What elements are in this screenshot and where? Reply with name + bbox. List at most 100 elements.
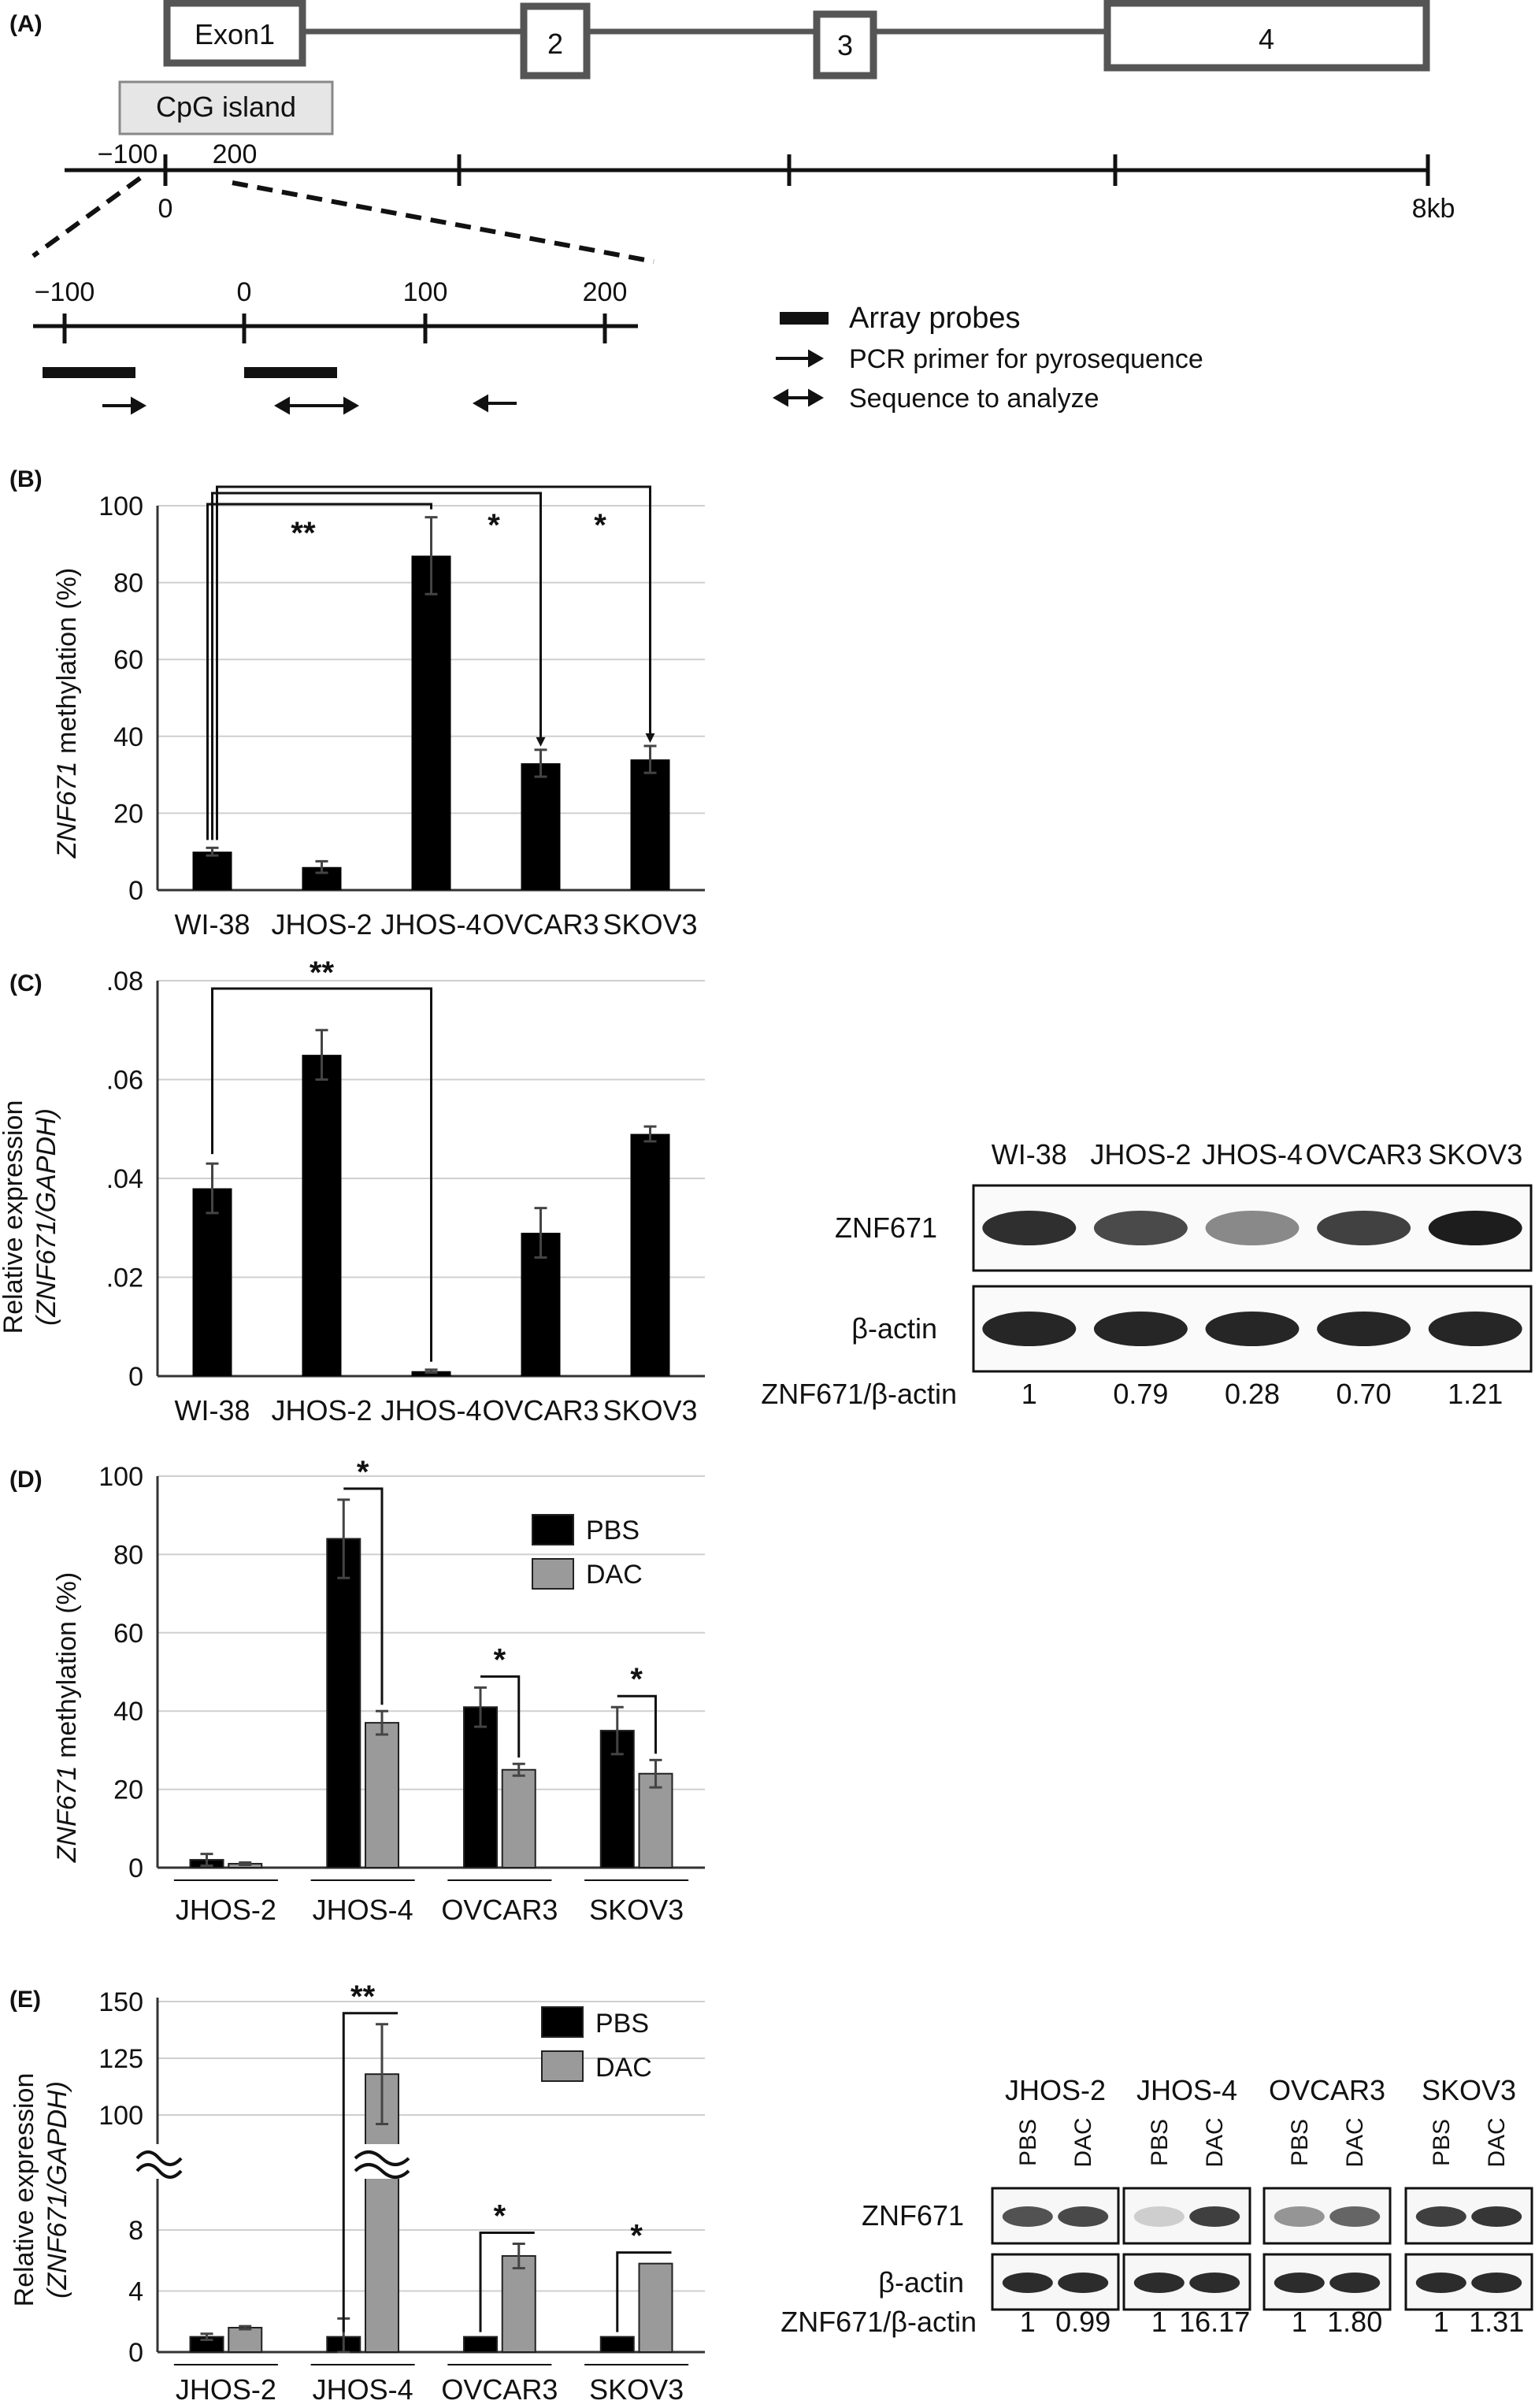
panel-b-ylabel: ZNF671 methylation (%) [52, 568, 82, 859]
exon-4-label: 4 [1259, 23, 1274, 55]
panel-b-chart: 0 20 40 60 80 100 WI-38 JHOS-2 JHOS-4 OVCAR3 SKOV3… [98, 485, 705, 941]
blot-c-ratio-value: 0.79 [1113, 1378, 1168, 1410]
panel-d-xtick: JHOS-2 [176, 1894, 276, 1926]
panel-e-legend-label: PBS [595, 2009, 649, 2039]
panel-e-xtick: OVCAR3 [441, 2373, 558, 2406]
panel-e-axis-break-gap [134, 2144, 181, 2179]
blot-c-band [1428, 1211, 1522, 1245]
zoom-line-left [32, 176, 142, 258]
panel-d-ytick: 60 [113, 1619, 143, 1649]
panel-e-sig-label: * [630, 2219, 643, 2254]
blot-c-band [1205, 1211, 1300, 1245]
panel-d-ytick: 80 [113, 1540, 143, 1570]
panel-b-bar [521, 762, 561, 890]
panel-b-sig-bracket-1 [206, 503, 432, 840]
blot-c-ratio-value: 0.28 [1225, 1378, 1280, 1410]
panel-e-xtick: JHOS-2 [176, 2373, 276, 2406]
panel-c-xtick: JHOS-4 [380, 1394, 481, 1427]
blot-e-lane-label: DAC [1342, 2117, 1368, 2167]
blot-e-lane-label: PBS [1015, 2119, 1041, 2166]
panel-b-bar [411, 555, 451, 890]
panel-e-legend-label: DAC [595, 2053, 652, 2083]
blot-e-ratio-value: 1.31 [1469, 2306, 1524, 2338]
panel-d-sig-bracket [343, 1487, 384, 1705]
legend-primer-label: PCR primer for pyrosequence [849, 344, 1203, 374]
blot-e-ratio-value: 1 [1433, 2306, 1449, 2338]
blot-e-lane-label: PBS [1287, 2119, 1313, 2166]
blot-e-band [1415, 2206, 1466, 2227]
panel-d-ytick: 100 [98, 1462, 143, 1492]
panel-e-axis-break-mark [135, 2150, 183, 2166]
panel-b-sig-label: ** [291, 516, 316, 551]
panel-b-ytick: 0 [128, 876, 143, 906]
panel-e-ylabel-line1: Relative expression [9, 2073, 39, 2307]
panel-e-sig-label: ** [350, 1979, 376, 2014]
panel-c-ylabel-line2: (ZNF671/GAPDH) [32, 1108, 61, 1326]
blot-c-band [982, 1211, 1077, 1245]
panel-d-xtick: JHOS-4 [313, 1894, 413, 1926]
blot-c-lane-label: WI-38 [992, 1138, 1067, 1171]
panel-c-sig-bracket [211, 987, 432, 1362]
blot-e-band [1133, 2206, 1185, 2227]
panel-d-ytick: 20 [113, 1775, 143, 1805]
blot-e-group-label: SKOV3 [1422, 2074, 1516, 2106]
exon-2-label: 2 [547, 28, 563, 60]
blot-c-band [1317, 1312, 1411, 1346]
panel-e-axis-break-mark [135, 2163, 183, 2179]
cpg-island-box [118, 80, 334, 135]
blot-e-ratio-value: 16.17 [1179, 2306, 1250, 2338]
zoom-tick-200: 200 [583, 277, 628, 307]
blot-c-band [1205, 1312, 1300, 1346]
blot-e-band [1133, 2273, 1185, 2293]
panel-c-bar [302, 1055, 342, 1376]
blot-e-lane-label: PBS [1429, 2119, 1455, 2166]
blot-e-band [1058, 2206, 1109, 2227]
panel-e-xtick: SKOV3 [589, 2373, 684, 2406]
panel-c-bar [630, 1134, 670, 1376]
panel-d-legend-swatch [532, 1558, 574, 1590]
panel-b-sig-label: * [488, 508, 500, 543]
exon-3-label: 3 [837, 29, 853, 61]
panel-e-bar-dac [638, 2262, 673, 2353]
panel-d-bar-pbs [326, 1538, 362, 1869]
blot-e-lane-label: DAC [1070, 2117, 1096, 2167]
panel-b-sig-bracket-3 [216, 485, 651, 840]
panel-d-xtick: OVCAR3 [441, 1894, 558, 1926]
cpg-island-label: CpG island [156, 91, 296, 123]
panel-e-sig-bracket [342, 2012, 398, 2332]
panel-b-sig-arrow-1 [536, 736, 546, 747]
zoom-tick-0: 0 [237, 277, 252, 307]
exon-4-box [1103, 0, 1430, 72]
zoom-tick-minus100: −100 [35, 277, 95, 307]
panel-e-bar-pbs [463, 2336, 499, 2353]
panel-b-label: (B) [9, 466, 43, 492]
panel-c: (C) Relative expression (ZNF671/GAPDH) 0… [0, 955, 1533, 1427]
blot-e-ratio-value: 1 [1151, 2306, 1167, 2338]
panel-d: (D) ZNF671 methylation (%) 0 20 40 60 80 100 J… [9, 1455, 705, 1926]
blot-e-group-label: OVCAR3 [1269, 2074, 1385, 2106]
scale-tick-minus100: −100 [98, 139, 158, 169]
blot-e-band [1471, 2273, 1522, 2293]
panel-e: (E) Relative expression (ZNF671/GAPDH) 0… [9, 1979, 1533, 2406]
zoom-line-right [232, 180, 654, 264]
panel-e-ytick: 0 [128, 2338, 143, 2368]
blot-c-band [982, 1312, 1077, 1346]
panel-c-label: (C) [9, 970, 43, 996]
panel-b-sig-bracket-2 [211, 492, 542, 840]
panel-d-sig-label: * [357, 1455, 369, 1490]
blot-c-lane-label: JHOS-4 [1202, 1138, 1303, 1171]
blot-c-band [1317, 1211, 1411, 1245]
panel-d-sig-bracket [617, 1694, 657, 1754]
panel-e-sig-bracket [479, 2231, 535, 2332]
panel-b-bar [192, 852, 232, 890]
panel-e-ytick: 150 [98, 1987, 143, 2017]
panel-e-western-blot: JHOS-2 PBS DAC 1 0.99 JHOS-4 PBS DAC 1 16.17 OVCAR… [780, 2074, 1533, 2338]
panel-e-legend-swatch [541, 2006, 584, 2038]
blot-e-band [1329, 2273, 1381, 2293]
panel-e-ytick: 125 [98, 2044, 143, 2074]
legend-probe-symbol [780, 312, 829, 325]
blot-c-row-label: ZNF671 [835, 1211, 937, 1244]
exon-1-label: Exon1 [195, 18, 275, 50]
panel-b-xtick: JHOS-4 [380, 908, 481, 941]
